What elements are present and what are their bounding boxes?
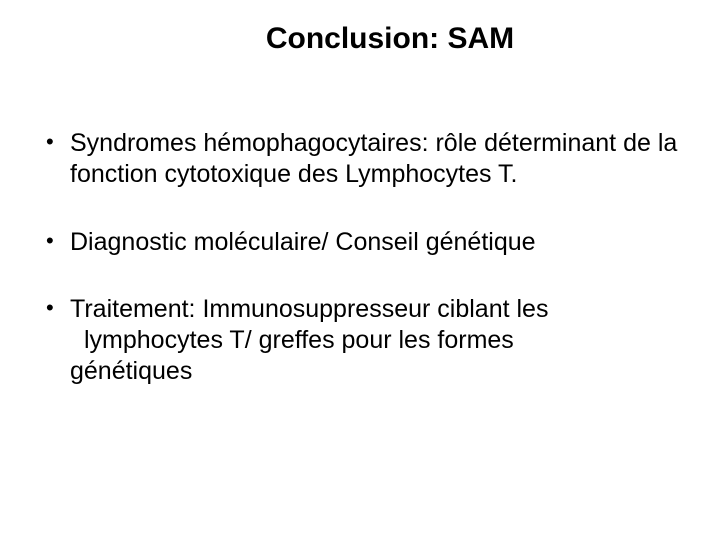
bullet-item: Syndromes hémophagocytaires: rôle déterm… [40,128,680,191]
slide-title: Conclusion: SAM [40,22,680,56]
bullet-text: Diagnostic moléculaire/ Conseil génétiqu… [70,228,536,256]
bullet-text-line: Traitement: Immunosuppresseur ciblant le… [70,294,680,325]
bullet-item: Diagnostic moléculaire/ Conseil génétiqu… [40,227,680,258]
bullet-text-line: lymphocytes T/ greffes pour les formes [70,325,680,356]
bullet-text: Syndromes hémophagocytaires: rôle déterm… [70,129,677,188]
bullet-list: Syndromes hémophagocytaires: rôle déterm… [40,128,680,388]
slide-container: Conclusion: SAM Syndromes hémophagocytai… [0,0,720,540]
bullet-item: Traitement: Immunosuppresseur ciblant le… [40,294,680,388]
bullet-text-line: génétiques [70,356,680,387]
